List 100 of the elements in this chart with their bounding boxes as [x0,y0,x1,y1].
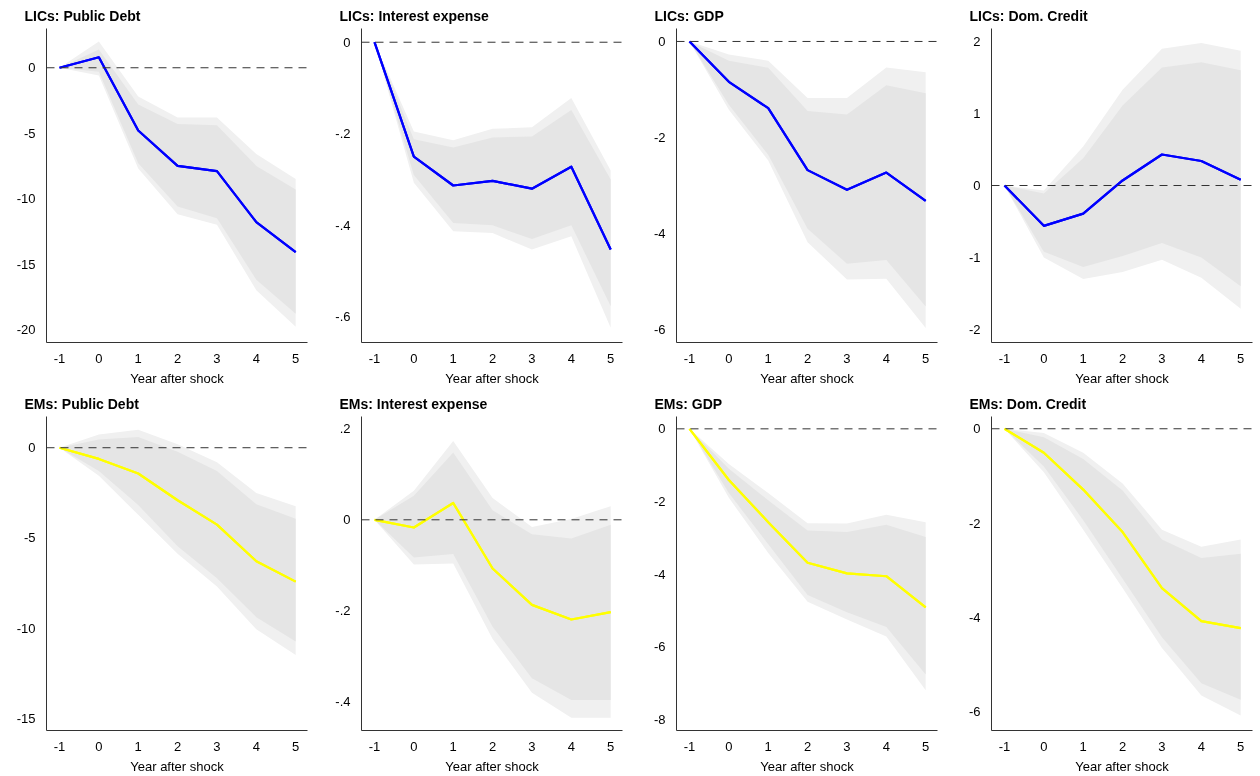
x-tick-label: 2 [488,350,497,366]
x-tick-label: 0 [95,738,103,754]
x-tick-label: -1 [683,738,696,754]
x-axis-title: Year after shock [760,370,855,386]
x-tick-label: 5 [922,738,930,754]
x-tick-label: 5 [1237,738,1245,754]
y-tick-label: -8 [653,711,666,727]
y-tick-label: .2 [339,421,351,437]
y-tick-label: -15 [16,710,36,726]
x-tick-label: 1 [449,738,457,754]
y-tick-label: -4 [968,609,981,625]
x-tick-label: 2 [803,350,812,366]
x-tick-label: 4 [567,350,575,366]
x-tick-label: 5 [292,738,300,754]
x-axis-title: Year after shock [1075,370,1170,386]
x-tick-label: 3 [213,350,221,366]
chart-title: LICs: Dom. Credit [969,7,1089,24]
x-tick-label: 0 [1040,350,1048,366]
x-tick-label: 1 [764,738,772,754]
x-tick-label: 1 [764,350,772,366]
x-tick-label: 1 [134,350,142,366]
x-tick-label: 3 [528,738,536,754]
x-tick-label: 5 [292,350,300,366]
x-tick-label: 4 [252,738,260,754]
x-tick-label: 0 [725,350,733,366]
x-tick-label: 1 [134,738,142,754]
y-tick-label: -5 [23,530,36,546]
x-tick-label: 1 [1079,738,1087,754]
chart-title: LICs: Interest expense [339,7,490,24]
x-tick-label: 4 [1197,350,1205,366]
y-tick-label: -6 [968,704,981,720]
x-tick-label: 0 [95,350,103,366]
x-axis-title: Year after shock [130,758,225,774]
y-tick-label: -4 [653,226,666,242]
x-tick-label: -1 [998,738,1011,754]
chart-title: EMs: Public Debt [24,395,140,412]
x-tick-label: 4 [1197,738,1205,754]
x-tick-label: 0 [410,738,418,754]
x-tick-label: 3 [213,738,221,754]
y-tick-label: 0 [343,34,351,50]
x-tick-label: 1 [449,350,457,366]
x-tick-label: 5 [607,350,615,366]
x-tick-label: 2 [173,350,182,366]
x-tick-label: 3 [1158,738,1166,754]
x-tick-label: -1 [53,350,66,366]
y-tick-label: 1 [973,105,981,121]
y-tick-label: -2 [968,515,981,531]
y-tick-label: 0 [658,33,666,49]
y-tick-label: -2 [653,129,666,145]
x-tick-label: 2 [173,738,182,754]
y-tick-label: -10 [16,191,36,207]
chart-title: LICs: GDP [654,7,724,24]
y-tick-label: -2 [653,493,666,509]
y-tick-label: -5 [23,125,36,141]
y-tick-label: -6 [653,639,666,655]
x-tick-label: -1 [998,350,1011,366]
y-tick-label: -.2 [335,126,351,142]
x-tick-label: 2 [488,738,497,754]
x-axis-title: Year after shock [445,370,540,386]
x-tick-label: 4 [567,738,575,754]
x-tick-label: 5 [1237,350,1245,366]
x-tick-label: 5 [922,350,930,366]
x-axis-title: Year after shock [445,758,540,774]
chart-title: EMs: Dom. Credit [969,395,1087,412]
chart-title: LICs: Public Debt [24,7,141,24]
x-tick-label: -1 [683,350,696,366]
y-tick-label: 0 [343,512,351,528]
y-tick-label: 0 [973,421,981,437]
x-tick-label: -1 [368,738,381,754]
x-tick-label: 2 [1118,738,1127,754]
y-tick-label: -.4 [335,694,351,710]
chart-title: EMs: Interest expense [339,395,488,412]
x-tick-label: -1 [53,738,66,754]
x-tick-label: 0 [1040,738,1048,754]
y-tick-label: 0 [28,440,36,456]
x-tick-label: 2 [803,738,812,754]
y-tick-label: 0 [973,178,981,193]
x-axis-title: Year after shock [1075,758,1170,774]
x-tick-label: 2 [1118,350,1127,366]
x-tick-label: 3 [528,350,536,366]
x-axis-title: Year after shock [760,758,855,774]
y-tick-label: -2 [968,322,981,338]
x-tick-label: 3 [1158,350,1166,366]
x-tick-label: 0 [725,738,733,754]
x-tick-label: 4 [882,350,890,366]
x-tick-label: 4 [882,738,890,754]
y-tick-label: 0 [658,421,666,437]
x-tick-label: 3 [843,738,851,754]
x-tick-label: 1 [1079,350,1087,366]
y-tick-label: -.2 [335,603,351,619]
y-tick-label: -20 [16,321,36,337]
y-tick-label: -6 [653,322,666,338]
y-tick-label: -1 [968,250,981,266]
y-tick-label: -4 [653,566,666,582]
chart-title: EMs: GDP [654,395,723,412]
x-tick-label: 0 [410,350,418,366]
y-tick-label: 2 [973,33,981,49]
y-tick-label: 0 [28,60,36,76]
x-tick-label: -1 [368,350,381,366]
y-tick-label: -10 [16,620,36,636]
